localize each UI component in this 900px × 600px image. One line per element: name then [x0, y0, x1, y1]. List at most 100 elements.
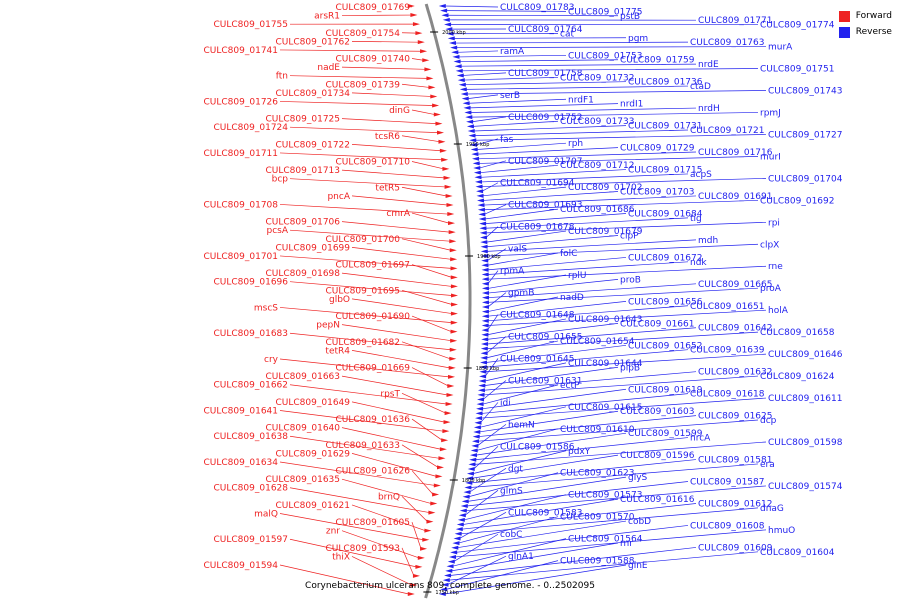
forward-gene-label[interactable]: CULC809_01697: [336, 261, 410, 271]
forward-gene-label[interactable]: CULC809_01762: [276, 37, 350, 47]
forward-gene-label[interactable]: CULC809_01754: [326, 29, 401, 39]
reverse-gene-label[interactable]: CULC809_01611: [768, 394, 842, 404]
reverse-gene-label[interactable]: CULC809_01642: [698, 324, 772, 334]
forward-gene-label[interactable]: CULC809_01769: [336, 3, 411, 13]
reverse-gene-label[interactable]: proA: [760, 284, 782, 294]
reverse-gene-label[interactable]: nadD: [560, 293, 584, 303]
reverse-gene-label[interactable]: pgm: [628, 34, 648, 44]
forward-gene-label[interactable]: CULC809_01701: [204, 252, 278, 262]
forward-gene-label[interactable]: bcp: [272, 175, 289, 185]
reverse-gene-label[interactable]: CULC809_01753: [568, 51, 642, 61]
reverse-gene-label[interactable]: CULC809_01775: [568, 7, 642, 17]
forward-gene-label[interactable]: CULC809_01722: [276, 140, 350, 150]
reverse-gene-label[interactable]: dgt: [508, 464, 523, 474]
reverse-gene-label[interactable]: CULC809_01704: [768, 174, 843, 184]
reverse-gene-label[interactable]: CULC809_01651: [690, 302, 764, 312]
reverse-gene-label[interactable]: fas: [500, 135, 514, 145]
reverse-gene-label[interactable]: CULC809_01574: [768, 482, 843, 492]
reverse-gene-label[interactable]: glnA1: [508, 552, 534, 562]
reverse-gene-label[interactable]: CULC809_01655: [508, 333, 582, 343]
forward-gene-label[interactable]: CULC809_01698: [266, 269, 341, 279]
reverse-gene-label[interactable]: CULC809_01703: [620, 188, 694, 198]
forward-gene-label[interactable]: CULC809_01594: [204, 561, 279, 571]
reverse-gene-label[interactable]: nrdH: [698, 104, 720, 114]
forward-gene-label[interactable]: CULC809_01597: [214, 535, 288, 545]
reverse-gene-label[interactable]: CULC809_01573: [568, 491, 642, 501]
reverse-gene-label[interactable]: ndk: [690, 258, 707, 268]
reverse-gene-label[interactable]: CULC809_01691: [698, 192, 772, 202]
forward-gene-label[interactable]: CULC809_01634: [204, 458, 279, 468]
forward-gene-label[interactable]: dinG: [389, 106, 410, 116]
forward-gene-label[interactable]: CULC809_01695: [326, 286, 400, 296]
reverse-gene-label[interactable]: ctaD: [690, 82, 711, 92]
reverse-gene-label[interactable]: CULC809_01686: [560, 205, 635, 215]
reverse-gene-label[interactable]: CULC809_01733: [560, 117, 634, 127]
reverse-gene-label[interactable]: CULC809_01661: [620, 319, 694, 329]
reverse-gene-label[interactable]: proB: [620, 275, 641, 285]
reverse-gene-label[interactable]: hrcA: [690, 434, 711, 444]
reverse-gene-label[interactable]: CULC809_01729: [620, 144, 695, 154]
forward-gene-label[interactable]: tetR5: [375, 183, 400, 193]
reverse-gene-label[interactable]: CULC809_01764: [508, 25, 583, 35]
reverse-gene-label[interactable]: CULC809_01596: [620, 451, 695, 461]
reverse-gene-label[interactable]: CULC809_01702: [568, 183, 642, 193]
reverse-gene-label[interactable]: CULC809_01625: [698, 412, 772, 422]
reverse-gene-label[interactable]: pstB: [620, 12, 640, 22]
reverse-gene-label[interactable]: mdh: [698, 236, 718, 246]
forward-gene-label[interactable]: ftn: [276, 72, 288, 82]
reverse-gene-label[interactable]: holA: [768, 306, 789, 316]
forward-gene-label[interactable]: CULC809_01683: [214, 329, 288, 339]
reverse-gene-label[interactable]: CULC809_01609: [698, 543, 773, 553]
forward-gene-label[interactable]: tetR4: [325, 346, 350, 356]
reverse-gene-label[interactable]: rph: [568, 139, 583, 149]
forward-gene-label[interactable]: arsR1: [314, 12, 340, 22]
reverse-gene-label[interactable]: CULC809_01716: [698, 148, 773, 158]
forward-gene-label[interactable]: CULC809_01649: [276, 398, 351, 408]
reverse-gene-label[interactable]: CULC809_01619: [628, 385, 703, 395]
reverse-gene-label[interactable]: CULC809_01707: [508, 157, 582, 167]
reverse-gene-label[interactable]: rpmA: [500, 267, 525, 277]
reverse-gene-label[interactable]: CULC809_01648: [500, 311, 575, 321]
reverse-gene-label[interactable]: cat: [560, 29, 574, 39]
reverse-gene-label[interactable]: CULC809_01616: [620, 495, 695, 505]
reverse-gene-label[interactable]: clpP: [620, 231, 639, 241]
forward-gene-label[interactable]: malQ: [254, 509, 278, 519]
reverse-gene-label[interactable]: glnE: [628, 561, 648, 571]
reverse-gene-label[interactable]: idi: [500, 398, 511, 408]
reverse-gene-label[interactable]: valS: [508, 245, 527, 255]
reverse-gene-label[interactable]: era: [760, 460, 775, 470]
reverse-gene-label[interactable]: CULC809_01763: [690, 38, 764, 48]
forward-gene-label[interactable]: CULC809_01593: [326, 544, 400, 554]
reverse-gene-label[interactable]: CULC809_01581: [698, 456, 772, 466]
reverse-gene-label[interactable]: CULC809_01587: [690, 478, 764, 488]
reverse-gene-label[interactable]: CULC809_01672: [628, 253, 702, 263]
reverse-gene-label[interactable]: CULC809_01712: [560, 161, 634, 171]
forward-gene-label[interactable]: CULC809_01662: [214, 381, 288, 391]
reverse-gene-label[interactable]: CULC809_01646: [768, 350, 843, 360]
reverse-gene-label[interactable]: glyS: [628, 473, 648, 483]
reverse-gene-label[interactable]: murA: [768, 43, 793, 53]
forward-gene-label[interactable]: rpsT: [380, 389, 400, 399]
forward-gene-label[interactable]: glbO: [329, 295, 350, 305]
forward-gene-label[interactable]: CULC809_01734: [276, 89, 351, 99]
reverse-gene-label[interactable]: CULC809_01604: [760, 548, 835, 558]
reverse-gene-label[interactable]: CULC809_01758: [508, 69, 583, 79]
reverse-gene-label[interactable]: CULC809_01732: [560, 73, 634, 83]
forward-gene-label[interactable]: pcsA: [266, 226, 288, 236]
forward-gene-label[interactable]: pncA: [327, 192, 350, 202]
reverse-gene-label[interactable]: CULC809_01752: [508, 113, 582, 123]
reverse-gene-label[interactable]: CULC809_01751: [760, 65, 834, 75]
reverse-gene-label[interactable]: CULC809_01615: [568, 403, 642, 413]
forward-gene-label[interactable]: CULC809_01626: [336, 467, 411, 477]
reverse-gene-label[interactable]: CULC809_01652: [628, 341, 702, 351]
reverse-gene-label[interactable]: CULC809_01727: [768, 130, 842, 140]
reverse-gene-label[interactable]: dcp: [760, 416, 777, 426]
forward-gene-label[interactable]: cmrA: [386, 209, 410, 219]
forward-gene-label[interactable]: CULC809_01713: [266, 166, 340, 176]
reverse-gene-label[interactable]: rnr: [620, 539, 633, 549]
reverse-gene-label[interactable]: CULC809_01774: [760, 21, 835, 31]
reverse-gene-label[interactable]: hmuO: [768, 526, 795, 536]
reverse-gene-label[interactable]: CULC809_01599: [628, 429, 703, 439]
reverse-gene-label[interactable]: CULC809_01612: [698, 499, 772, 509]
forward-gene-label[interactable]: CULC809_01741: [204, 46, 278, 56]
